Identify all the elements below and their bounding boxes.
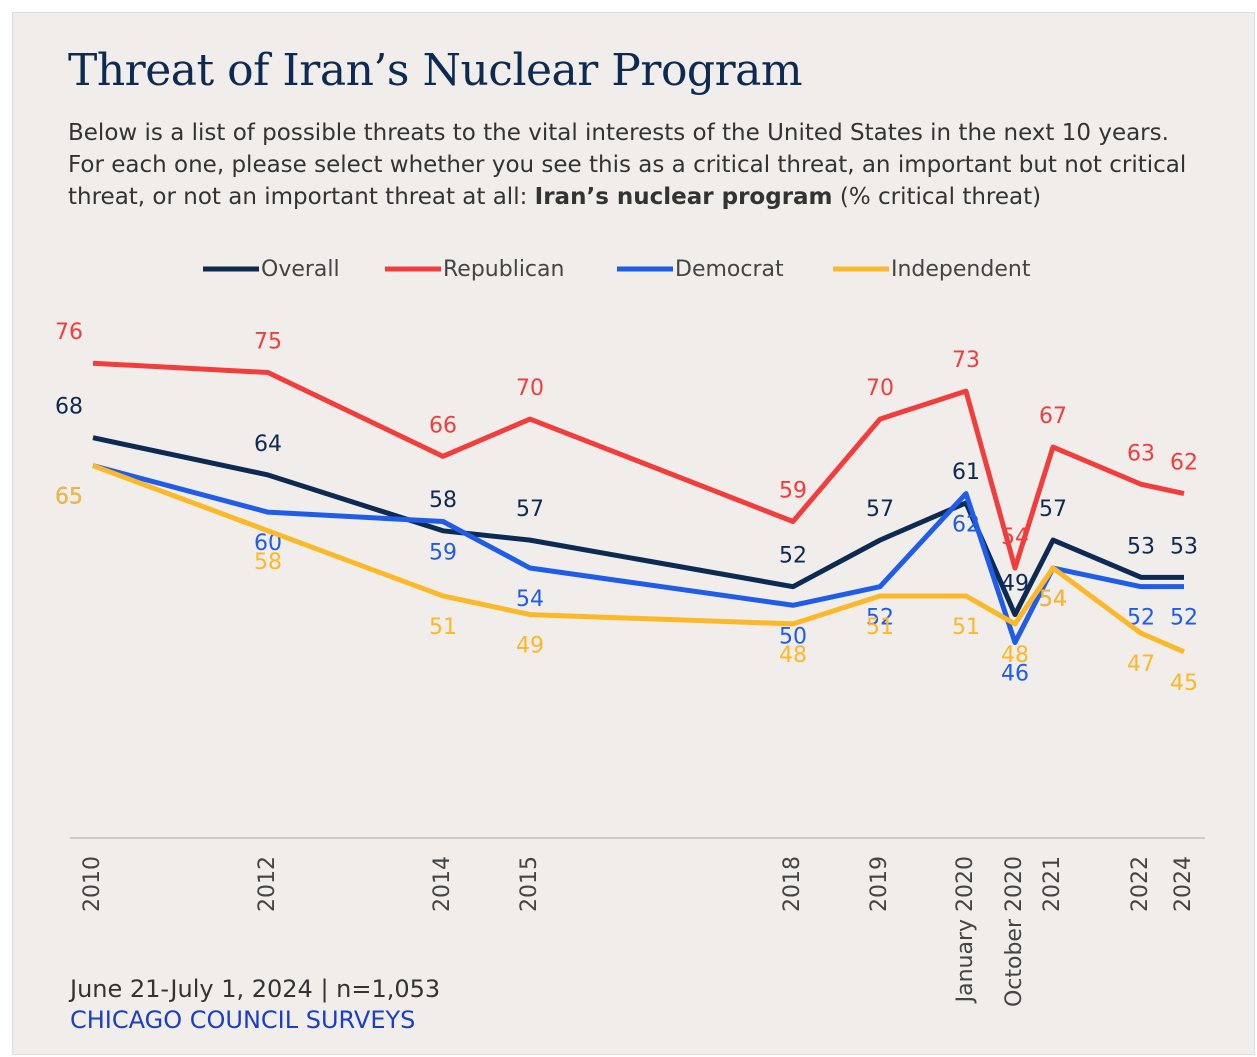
data-label: 68	[55, 395, 83, 420]
data-label: 53	[1170, 534, 1198, 559]
data-label: 52	[1170, 606, 1198, 631]
data-label: 54	[1001, 525, 1029, 550]
card: Threat of Iran’s Nuclear Program Below i…	[12, 12, 1255, 1055]
legend-label: Overall	[261, 257, 340, 282]
data-label: 54	[1039, 587, 1067, 612]
data-label: 49	[516, 634, 544, 659]
x-tick-label: 2018	[780, 856, 805, 912]
x-tick-label: 2024	[1171, 856, 1196, 912]
series-line	[92, 360, 1185, 571]
chart-subtitle: Below is a list of possible threats to t…	[68, 117, 1208, 213]
data-label: 75	[254, 330, 282, 355]
data-label: 66	[429, 413, 457, 438]
series-line	[92, 435, 1184, 618]
data-label: 52	[779, 544, 807, 569]
data-label: 63	[1127, 441, 1155, 466]
data-label: 48	[779, 643, 807, 668]
data-label: 50	[779, 624, 807, 649]
chart-title: Threat of Iran’s Nuclear Program	[68, 45, 803, 96]
data-label: 51	[866, 615, 894, 640]
x-tick-label: January 2020	[953, 856, 978, 1004]
data-label: 49	[1001, 572, 1029, 597]
data-label: 47	[1127, 652, 1155, 677]
data-label: 53	[1127, 534, 1155, 559]
x-tick-label: 2022	[1128, 856, 1153, 912]
x-tick-label: 2012	[255, 856, 280, 912]
data-label: 65	[55, 485, 83, 510]
data-label: 51	[429, 615, 457, 640]
data-label: 54	[1039, 587, 1067, 612]
data-label: 48	[1001, 643, 1029, 668]
data-label: 62	[1170, 451, 1198, 476]
data-label: 67	[1039, 404, 1067, 429]
data-label: 73	[952, 348, 980, 373]
data-label: 76	[55, 320, 83, 345]
data-label: 70	[866, 376, 894, 401]
data-label: 59	[429, 540, 457, 565]
x-tick-label: 2021	[1040, 856, 1065, 912]
data-label: 51	[952, 615, 980, 640]
series-line	[92, 463, 1185, 655]
data-label: 58	[429, 488, 457, 513]
data-label: 64	[254, 432, 282, 457]
subtitle-text: Below is a list of possible threats to t…	[68, 120, 1187, 210]
data-label: 45	[1170, 671, 1198, 696]
data-label: 70	[516, 376, 544, 401]
data-label: 65	[55, 485, 83, 510]
legend-label: Republican	[443, 257, 564, 282]
data-label: 57	[866, 497, 894, 522]
subtitle-emphasis: Iran’s nuclear program	[534, 184, 833, 210]
x-tick-label: 2010	[80, 856, 105, 912]
legend-label: Independent	[891, 257, 1031, 282]
x-tick-label: 2019	[867, 856, 892, 912]
data-label: 59	[779, 478, 807, 503]
series-line	[92, 463, 1184, 646]
data-label: 62	[952, 513, 980, 538]
data-label: 52	[866, 606, 894, 631]
data-label: 46	[1001, 662, 1029, 687]
legend-label: Democrat	[675, 257, 784, 282]
data-label: 61	[952, 460, 980, 485]
data-label: 54	[516, 587, 544, 612]
data-label: 57	[516, 497, 544, 522]
x-tick-label: October 2020	[1002, 856, 1027, 1007]
data-label: 57	[1039, 497, 1067, 522]
source: June 21-July 1, 2024 | n=1,053	[68, 975, 440, 1003]
x-tick-label: 2014	[430, 856, 455, 912]
publisher: CHICAGO COUNCIL SURVEYS	[70, 1006, 415, 1034]
data-label: 58	[254, 550, 282, 575]
subtitle-text: (% critical threat)	[832, 184, 1042, 210]
x-tick-label: 2015	[517, 856, 542, 912]
